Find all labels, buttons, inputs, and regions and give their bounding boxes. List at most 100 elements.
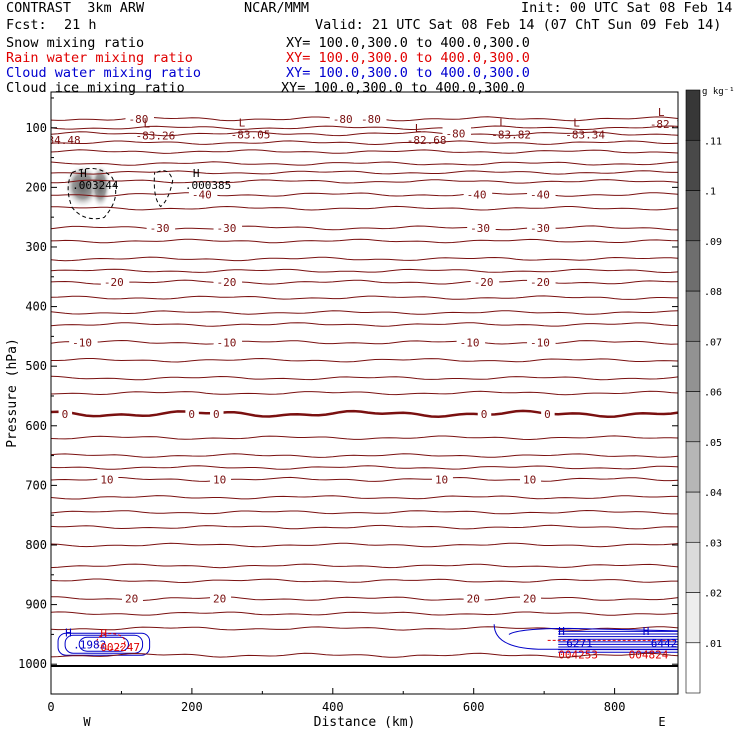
isotherm-line	[51, 435, 678, 441]
isotherm-label: -20	[104, 276, 124, 289]
isotherm-line	[51, 170, 678, 175]
isotherm-line	[51, 238, 678, 244]
isotherm-label: 10	[523, 473, 536, 486]
colorbar-label: .03	[704, 538, 722, 549]
isotherm-label: 10	[213, 473, 226, 486]
isotherm-line	[51, 149, 678, 154]
x-tick-label: 0	[47, 700, 54, 714]
cloud-water-value: 6271	[566, 637, 593, 650]
isotherm-line	[51, 578, 678, 584]
source-label: NCAR/MMM	[244, 0, 310, 16]
isotherm-label-mask	[69, 335, 98, 349]
x-tick-label: 800	[604, 700, 626, 714]
isotherm-label: -30	[150, 222, 170, 235]
colorbar-swatch	[685, 642, 701, 694]
isotherm-label: -30	[217, 222, 237, 235]
field-xy-snow: XY= 100.0,300.0 to 400.0,300.0	[286, 35, 530, 51]
isotherm-label-mask	[527, 275, 556, 289]
colorbar-swatch	[685, 190, 701, 242]
isotherm-label-mask	[541, 406, 555, 420]
plot-frame	[50, 91, 679, 695]
isotherm-label-mask	[213, 275, 243, 289]
isotherm-label: -40	[530, 189, 550, 202]
isotherm-label: 0	[188, 408, 195, 421]
forecast-label: Fcst:	[6, 17, 47, 33]
cloud-water-value: .1982	[73, 638, 106, 651]
isotherm-line	[51, 256, 678, 262]
isotherm-line	[51, 125, 678, 131]
isotherm-label: -20	[530, 276, 550, 289]
valid-time: Valid: 21 UTC Sat 08 Feb 14 (07 ChT Sun …	[315, 17, 722, 33]
colorbar-swatch	[685, 391, 701, 443]
colorbar-label: .09	[704, 237, 722, 248]
isotherm-line	[51, 495, 678, 500]
y-tick-label: 500	[25, 359, 47, 373]
isotherm-line	[51, 611, 678, 616]
colorbar-label: .02	[704, 589, 722, 600]
isotherm-label: 10	[435, 473, 448, 486]
cloud-water-marker: H	[65, 626, 72, 639]
isotherm-line	[51, 509, 678, 515]
isotherm-line	[51, 192, 678, 197]
isotherm-line	[51, 563, 678, 569]
y-tick-label: 300	[25, 240, 47, 254]
isotherm-label: -20	[474, 276, 494, 289]
extremum-value: -82.35	[650, 118, 690, 131]
isotherm-line	[51, 652, 678, 658]
y-tick-label: 200	[25, 180, 47, 194]
isotherm-label-mask	[357, 111, 387, 125]
isotherm-line	[51, 131, 678, 137]
isotherm-line	[51, 524, 678, 530]
isotherm-label: 20	[523, 593, 536, 606]
isotherm-line	[51, 140, 678, 146]
cloud-ice-contour	[67, 167, 117, 220]
extremum-value: .003244	[72, 179, 119, 192]
isotherm-line	[51, 375, 678, 381]
isotherm-label: -10	[72, 336, 92, 349]
rain-contour	[96, 633, 126, 651]
isotherm-label-mask	[185, 406, 199, 420]
colorbar-swatch	[685, 290, 701, 342]
y-tick-label: 800	[25, 538, 47, 552]
colorbar-swatch	[685, 89, 701, 141]
isotherm-line	[51, 357, 678, 363]
isotherm-line	[51, 596, 678, 602]
isotherm-label-mask	[210, 472, 232, 486]
colorbar-swatch	[685, 541, 701, 593]
isotherm-label-mask	[527, 220, 556, 234]
isotherm-label-mask	[527, 335, 556, 349]
isotherm-label-mask	[477, 406, 492, 420]
isotherm-label: -30	[530, 222, 550, 235]
isotherm-label: 0	[544, 408, 551, 421]
isotherm-label-mask	[97, 472, 119, 486]
rain-marker: H	[100, 627, 107, 640]
snow-shading-blob	[90, 164, 111, 209]
extremum-marker: L	[658, 106, 665, 119]
isotherm-label-mask	[146, 220, 176, 234]
isotherm-label-mask	[431, 472, 453, 486]
colorbar-swatch	[685, 340, 701, 392]
isotherm-line	[51, 390, 678, 396]
extremum-value: -83.34	[565, 129, 605, 142]
isotherm-label-mask	[463, 187, 493, 201]
colorbar-swatch	[685, 240, 701, 292]
cloud-water-contour	[57, 632, 151, 656]
field-name-snow: Snow mixing ratio	[6, 35, 145, 51]
field-xy-rain: XY= 100.0,300.0 to 400.0,300.0	[286, 50, 530, 66]
isotherm-label-mask	[456, 335, 486, 349]
x-tick-label: 400	[322, 700, 344, 714]
colorbar-label: .07	[704, 337, 722, 348]
cloud-water-value: 6442	[651, 637, 678, 650]
extremum-marker: L	[573, 117, 580, 130]
isotherm-label: -80	[446, 128, 466, 141]
isotherm-label: -20	[217, 276, 237, 289]
y-tick-label: 400	[25, 300, 47, 314]
isotherm-line	[51, 179, 678, 184]
isotherm-label: -10	[460, 336, 480, 349]
x-end-label-left: W	[83, 715, 91, 729]
isotherm-label: -30	[470, 222, 490, 235]
isotherm-label: 0	[213, 408, 220, 421]
isotherm-label: -80	[361, 113, 381, 126]
cloud-water-contour	[493, 624, 678, 650]
isotherm-line	[51, 409, 678, 419]
